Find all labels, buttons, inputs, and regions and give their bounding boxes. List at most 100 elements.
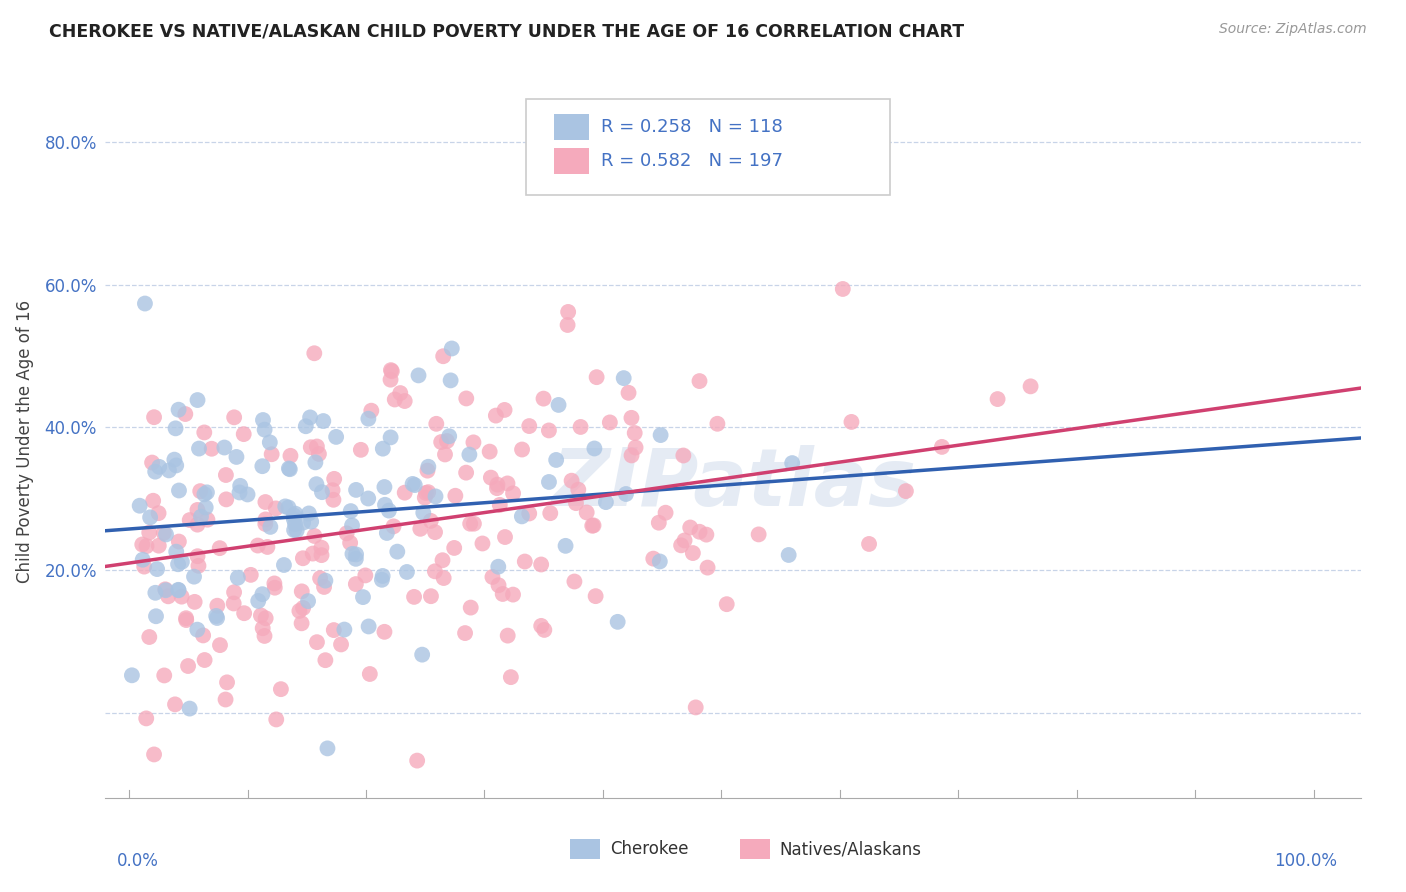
Point bbox=[143, 586, 166, 600]
Point bbox=[316, 741, 339, 756]
Point bbox=[931, 440, 953, 454]
Point bbox=[298, 507, 321, 521]
Point bbox=[278, 462, 301, 476]
Point bbox=[394, 485, 416, 500]
Point bbox=[291, 551, 314, 566]
Point bbox=[643, 551, 665, 566]
Text: R = 0.258   N = 118: R = 0.258 N = 118 bbox=[602, 118, 783, 136]
Point bbox=[554, 539, 576, 553]
Point bbox=[583, 442, 606, 456]
Point bbox=[167, 483, 190, 498]
Point bbox=[193, 425, 215, 440]
Point bbox=[987, 392, 1010, 406]
Point bbox=[569, 420, 592, 434]
Text: 100.0%: 100.0% bbox=[1274, 852, 1337, 870]
Point bbox=[167, 402, 190, 417]
Point bbox=[538, 506, 561, 520]
Point bbox=[478, 444, 501, 458]
Point bbox=[186, 392, 208, 407]
Point bbox=[214, 692, 236, 706]
Point bbox=[141, 456, 163, 470]
Point bbox=[485, 481, 508, 495]
Point bbox=[613, 371, 636, 385]
Bar bbox=[554, 114, 589, 140]
Point bbox=[547, 398, 569, 412]
Point bbox=[284, 507, 307, 521]
Point bbox=[557, 305, 579, 319]
Point bbox=[430, 435, 453, 450]
Point bbox=[564, 574, 586, 589]
Point bbox=[344, 577, 367, 591]
Point bbox=[354, 568, 377, 582]
Point bbox=[510, 442, 533, 457]
Bar bbox=[569, 839, 600, 859]
Point bbox=[894, 484, 917, 499]
Point bbox=[170, 590, 193, 604]
Point bbox=[304, 529, 326, 543]
Point bbox=[488, 498, 510, 512]
Point bbox=[433, 571, 456, 585]
Point bbox=[291, 616, 314, 631]
Point bbox=[418, 459, 440, 474]
Point bbox=[650, 428, 672, 442]
Point bbox=[135, 539, 157, 553]
Point bbox=[188, 484, 211, 499]
Point bbox=[259, 435, 281, 450]
Point bbox=[274, 500, 297, 514]
Point bbox=[502, 588, 524, 602]
Point bbox=[648, 554, 671, 568]
Point bbox=[404, 590, 426, 604]
Point bbox=[270, 682, 292, 697]
Point bbox=[139, 510, 162, 524]
Point bbox=[382, 519, 405, 533]
Point bbox=[247, 594, 270, 608]
Point bbox=[165, 421, 187, 435]
Point bbox=[163, 452, 186, 467]
Point bbox=[197, 513, 219, 527]
Point bbox=[537, 424, 560, 438]
Point bbox=[325, 430, 347, 444]
Point bbox=[831, 282, 853, 296]
Point bbox=[207, 599, 229, 613]
Point bbox=[305, 477, 328, 491]
Point bbox=[412, 506, 434, 520]
Point bbox=[696, 560, 718, 574]
Point bbox=[312, 580, 335, 594]
Point bbox=[254, 516, 277, 531]
Point bbox=[357, 619, 380, 633]
Point bbox=[134, 559, 156, 574]
Point bbox=[371, 573, 394, 587]
Point bbox=[413, 491, 436, 505]
Point bbox=[394, 394, 416, 409]
Point bbox=[567, 483, 589, 497]
Point bbox=[689, 374, 711, 388]
Point bbox=[215, 468, 238, 483]
Point bbox=[682, 546, 704, 560]
Point bbox=[458, 516, 481, 531]
Point bbox=[679, 520, 702, 534]
Point bbox=[292, 516, 315, 530]
Point bbox=[253, 423, 276, 437]
Point bbox=[433, 447, 456, 461]
Point bbox=[246, 539, 269, 553]
Point bbox=[323, 472, 346, 486]
Point bbox=[357, 491, 380, 506]
Point bbox=[121, 668, 143, 682]
Point bbox=[352, 590, 374, 604]
Point bbox=[194, 500, 217, 515]
Point bbox=[672, 449, 695, 463]
Point bbox=[155, 583, 177, 598]
Point bbox=[186, 503, 208, 517]
Point bbox=[380, 363, 402, 377]
Point bbox=[236, 487, 259, 501]
Point bbox=[252, 459, 274, 474]
Point bbox=[533, 623, 555, 637]
Point bbox=[395, 565, 418, 579]
Point bbox=[623, 425, 645, 440]
Bar bbox=[554, 148, 589, 174]
Point bbox=[311, 548, 333, 562]
Point bbox=[339, 504, 361, 518]
Point bbox=[259, 520, 281, 534]
Point bbox=[174, 407, 197, 421]
Point bbox=[145, 609, 167, 624]
